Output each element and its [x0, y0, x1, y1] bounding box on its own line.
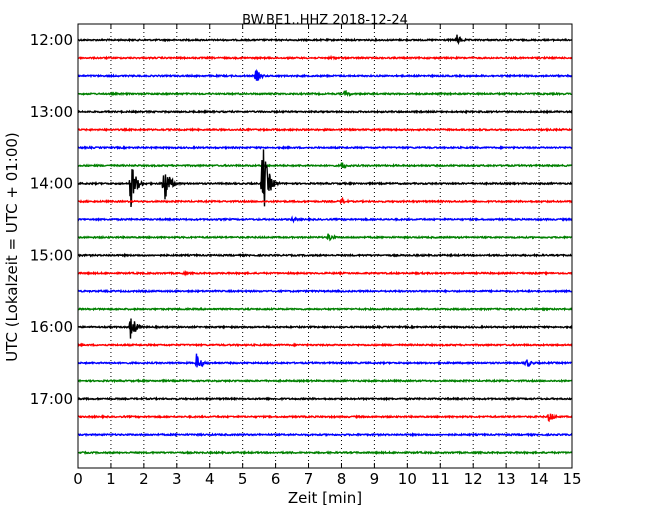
trace-1730	[77, 432, 573, 438]
x-tick-label: 13	[497, 470, 516, 488]
y-tick-label: 15:00	[30, 246, 73, 264]
trace-1700	[77, 396, 573, 402]
x-tick-label: 3	[172, 470, 182, 488]
x-tick-label: 4	[205, 470, 215, 488]
x-tick-label: 14	[530, 470, 549, 488]
trace-1500	[77, 252, 573, 258]
y-axis-ticks: 12:00 13:00 14:00 15:00 16:00 17:00	[30, 31, 83, 408]
y-axis-label: UTC (Lokalzeit = UTC + 01:00)	[3, 132, 21, 362]
y-tick-label: 17:00	[30, 390, 73, 408]
trace-1230	[77, 68, 573, 82]
trace-1315	[77, 127, 573, 133]
y-tick-label: 14:00	[30, 175, 73, 193]
trace-1545	[77, 306, 573, 312]
vertical-gridlines	[110, 24, 540, 468]
y-tick-label: 12:00	[30, 31, 73, 49]
x-tick-label: 10	[398, 470, 417, 488]
chart-title: BW.BE1..HHZ 2018-12-24	[242, 13, 408, 28]
trace-1445	[77, 233, 573, 242]
trace-1215	[77, 54, 573, 61]
trace-1330	[77, 145, 573, 151]
x-tick-label: 5	[238, 470, 248, 488]
trace-1300	[77, 109, 573, 115]
x-axis-ticks: 0 1 2 3 4 5 6 7 8 9 10 11 12 13 14 15	[73, 24, 582, 488]
trace-1515	[77, 270, 573, 277]
y-tick-label: 16:00	[30, 318, 73, 336]
trace-1600	[77, 318, 573, 339]
x-tick-label: 8	[337, 470, 347, 488]
x-tick-label: 11	[431, 470, 450, 488]
x-tick-label: 12	[464, 470, 483, 488]
trace-1200	[77, 34, 573, 46]
trace-1645	[77, 378, 573, 384]
x-tick-label: 0	[73, 470, 83, 488]
trace-group	[77, 34, 573, 456]
x-tick-label: 6	[271, 470, 281, 488]
x-axis-label: Zeit [min]	[288, 489, 362, 507]
x-tick-label: 9	[370, 470, 380, 488]
y-tick-label: 13:00	[30, 103, 73, 121]
plot-frame	[77, 23, 573, 469]
trace-1400	[77, 149, 573, 208]
trace-1715	[77, 413, 573, 423]
trace-1415	[77, 196, 573, 205]
x-tick-label: 1	[106, 470, 116, 488]
trace-1430	[77, 215, 573, 224]
trace-1530	[77, 288, 573, 294]
x-tick-label: 2	[139, 470, 149, 488]
trace-1630	[77, 353, 573, 368]
x-tick-label: 15	[562, 470, 581, 488]
trace-1345	[77, 162, 573, 169]
trace-1615	[77, 342, 573, 348]
x-tick-label: 7	[304, 470, 314, 488]
trace-1245	[77, 89, 573, 98]
trace-1745	[77, 450, 573, 456]
